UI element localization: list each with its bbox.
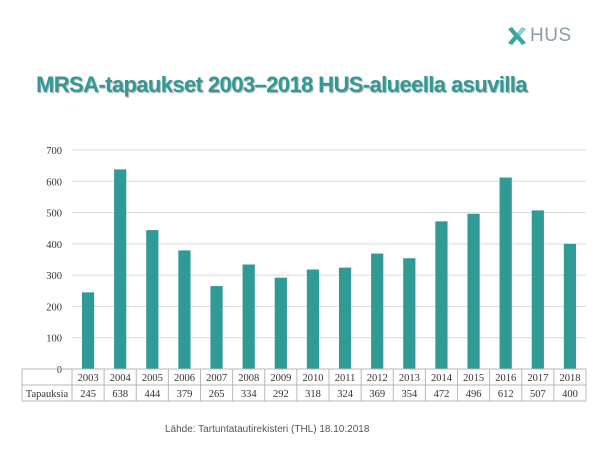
table-value-cell: 245: [80, 389, 96, 400]
source-note: Lähde: Tartuntatautirekisteri (THL) 18.1…: [165, 424, 370, 435]
y-tick-label: 700: [46, 146, 62, 157]
x-category-label: 2014: [431, 373, 453, 384]
bar: [371, 253, 384, 369]
x-category-label: 2018: [559, 373, 580, 384]
x-category-label: 2008: [238, 373, 259, 384]
bar: [81, 292, 95, 369]
table-value-cell: 612: [498, 389, 514, 400]
bar: [403, 258, 416, 369]
table-value-cell: 369: [369, 389, 385, 400]
x-category-label: 2012: [367, 373, 388, 384]
bar: [178, 250, 191, 369]
table-value-cell: 265: [209, 389, 225, 400]
x-category-label: 2005: [142, 373, 163, 384]
x-category-label: 2004: [110, 373, 132, 384]
bar: [338, 267, 352, 369]
table-value-cell: 638: [112, 389, 128, 400]
x-category-label: 2016: [495, 373, 516, 384]
table-value-cell: 472: [434, 389, 450, 400]
bar: [114, 169, 127, 369]
x-category-label: 2006: [174, 373, 195, 384]
bar: [274, 277, 287, 369]
y-tick-label: 300: [46, 271, 62, 282]
bar: [499, 177, 512, 369]
bar: [435, 221, 448, 369]
table-value-cell: 444: [144, 389, 161, 400]
table-value-cell: 292: [273, 389, 289, 400]
y-tick-label: 500: [46, 209, 62, 220]
x-category-label: 2003: [78, 373, 99, 384]
bar-chart: 0 100 200 300 400 500 600 700 2003 2004 2005 2006 20…: [21, 146, 587, 402]
table-value-cell: 318: [305, 389, 321, 400]
x-category-label: 2017: [527, 373, 548, 384]
y-tick-label: 0: [57, 365, 62, 376]
bar: [563, 243, 577, 369]
x-category-label: 2009: [270, 373, 291, 384]
bar: [146, 230, 159, 369]
bar: [531, 210, 544, 369]
table-value-cell: 334: [241, 389, 258, 400]
table-value-cell: 400: [562, 389, 578, 400]
bar: [210, 286, 223, 369]
x-category-label: 2010: [302, 373, 323, 384]
x-category-label: 2011: [335, 373, 356, 384]
y-tick-label: 600: [46, 177, 62, 188]
table-value-cell: 324: [337, 389, 354, 400]
table-value-cell: 354: [401, 389, 418, 400]
x-category-label: 2007: [206, 373, 227, 384]
bar: [467, 213, 480, 369]
hus-cross-icon: [508, 27, 526, 45]
page-title: MRSA-tapaukset 2003–2018 HUS-alueella as…: [36, 72, 527, 97]
y-tick-label: 200: [46, 302, 62, 313]
y-tick-label: 100: [46, 334, 62, 345]
bar: [306, 269, 320, 369]
table-value-cell: 496: [466, 389, 482, 400]
bar: [242, 264, 255, 369]
x-category-label: 2015: [463, 373, 484, 384]
table-value-cell: 379: [177, 389, 193, 400]
y-tick-label: 400: [46, 240, 62, 251]
hus-logo: HUS: [506, 22, 572, 50]
x-category-label: 2013: [399, 373, 420, 384]
logo-text: HUS: [530, 25, 572, 46]
table-series-label: Tapauksia: [26, 389, 69, 400]
table-value-cell: 507: [530, 389, 546, 400]
